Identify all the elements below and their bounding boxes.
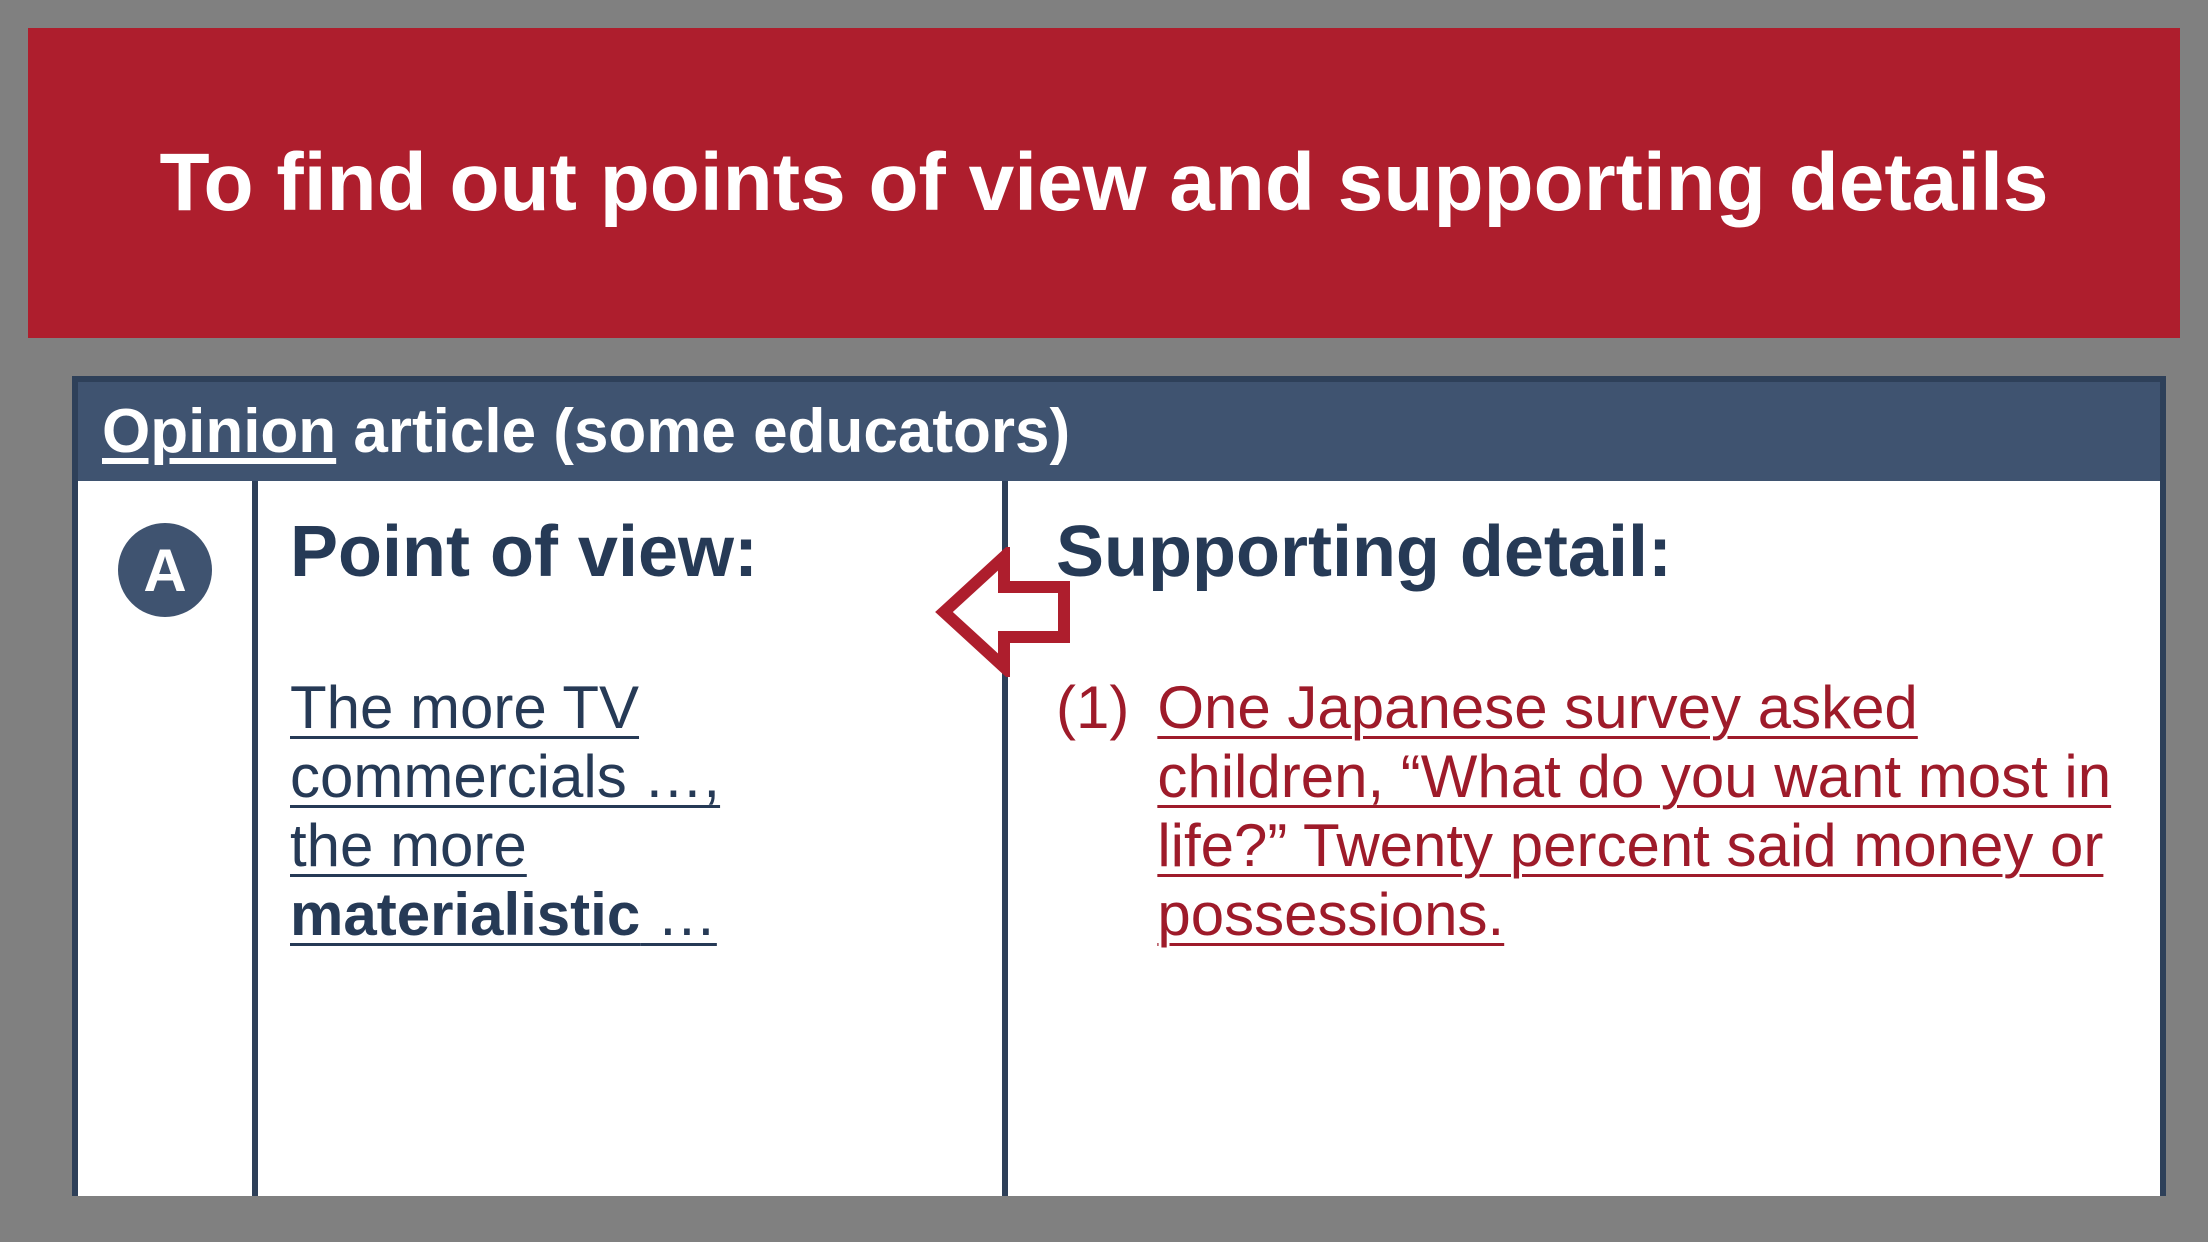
pov-line: commercials …, [290,743,720,810]
subheading-rest: article (some educators) [336,397,1070,466]
subheading-underlined: Opinion [102,397,336,466]
badge-letter: A [143,536,186,605]
point-of-view-column: Point of view: The more TV commercials …… [258,481,1008,1196]
columns: A Point of view: The more TV commercials… [78,481,2160,1196]
subheading: Opinion article (some educators) [78,382,2160,481]
supporting-heading: Supporting detail: [1056,511,2120,593]
content-frame: Opinion article (some educators) A Point… [72,376,2166,1196]
pov-heading: Point of view: [290,511,966,593]
supporting-item-text: One Japanese survey asked children, “Wha… [1157,673,2120,949]
pov-line-bold: materialistic [290,881,640,948]
supporting-item: (1) One Japanese survey asked children, … [1056,673,2120,949]
supporting-item-number: (1) [1056,673,1129,949]
badge-column: A [78,481,258,1196]
pov-line: the more [290,812,527,879]
pov-line: The more TV [290,674,639,741]
title-text: To find out points of view and supportin… [160,136,2049,230]
pov-body: The more TV commercials …, the more mate… [290,673,966,949]
slide: To find out points of view and supportin… [0,0,2208,1242]
supporting-detail-column: Supporting detail: (1) One Japanese surv… [1008,481,2160,1196]
pov-line-trail: … [640,881,717,948]
title-bar: To find out points of view and supportin… [28,28,2180,338]
section-badge: A [118,523,212,617]
